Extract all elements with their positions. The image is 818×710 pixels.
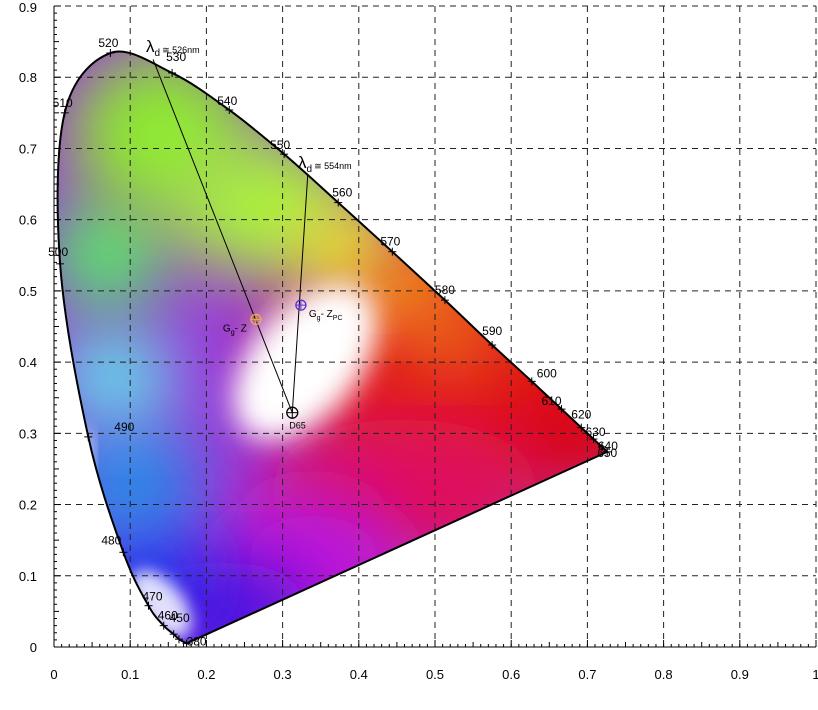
y-tick-label-0.6: 0.6 bbox=[19, 213, 37, 228]
y-tick-label-0.2: 0.2 bbox=[19, 498, 37, 513]
wavelength-label-530: 530 bbox=[166, 50, 186, 64]
y-tick-label-0.3: 0.3 bbox=[19, 426, 37, 441]
wavelength-label-560: 560 bbox=[332, 186, 352, 200]
white-edge-artifact-2 bbox=[77, 426, 92, 483]
wavelength-label-460: 460 bbox=[158, 609, 178, 623]
wavelength-label-510: 510 bbox=[53, 96, 73, 110]
wavelength-label-650: 650 bbox=[597, 446, 617, 460]
x-tick-label-0.2: 0.2 bbox=[197, 667, 215, 682]
wavelength-label-590: 590 bbox=[482, 324, 502, 338]
dominant-wavelength-line-0 bbox=[152, 59, 293, 413]
wavelength-label-540: 540 bbox=[217, 94, 237, 108]
wavelength-label-640: 640 bbox=[598, 439, 618, 453]
x-tick-label-0.8: 0.8 bbox=[655, 667, 673, 682]
dominant-wavelength-line-1 bbox=[291, 174, 309, 413]
x-tick-label-0.6: 0.6 bbox=[502, 667, 520, 682]
fill-blob-7 bbox=[57, 326, 176, 427]
wavelength-label-520: 520 bbox=[98, 36, 118, 50]
y-tick-label-0.7: 0.7 bbox=[19, 141, 37, 156]
x-tick-label-0: 0 bbox=[50, 667, 57, 682]
white-point-region bbox=[233, 283, 378, 441]
wavelength-label-550: 550 bbox=[270, 138, 290, 152]
x-tick-label-1: 1 bbox=[812, 667, 818, 682]
dominant-wavelength-label-1: λd ≅ 554nm bbox=[298, 153, 352, 175]
y-tick-label-0: 0 bbox=[30, 640, 37, 655]
y-tick-label-0.5: 0.5 bbox=[19, 284, 37, 299]
wavelength-label-600: 600 bbox=[537, 366, 557, 380]
y-tick-label-0.4: 0.4 bbox=[19, 355, 37, 370]
wavelength-label-490: 490 bbox=[114, 420, 134, 434]
axes: 0 0.1 0.2 0.3 0.4 0.5 0.6 0.7 0.8 0.9 1 0 0.1 0.2 0.3 0… bbox=[19, 0, 818, 682]
wavelength-label-380: 380 bbox=[187, 634, 207, 648]
annotations: λd ≅ 526nm λd ≅ 554nm D65 Gg- Z Gg- ZPC bbox=[146, 37, 352, 431]
y-tick-label-0.1: 0.1 bbox=[19, 569, 37, 584]
label-gg-zpc: Gg- ZPC bbox=[309, 309, 343, 322]
label-d65: D65 bbox=[289, 421, 306, 431]
wavelength-label-580: 580 bbox=[435, 283, 455, 297]
wavelength-label-620: 620 bbox=[571, 408, 591, 422]
x-tick-label-0.4: 0.4 bbox=[350, 667, 368, 682]
wavelength-label-630: 630 bbox=[585, 425, 605, 439]
wavelength-label-610: 610 bbox=[541, 394, 561, 408]
wavelength-label-470: 470 bbox=[142, 590, 162, 604]
x-tick-label-0.5: 0.5 bbox=[426, 667, 444, 682]
fill-blob-8 bbox=[57, 198, 169, 313]
dominant-wavelength-label-0: λd ≅ 526nm bbox=[146, 37, 200, 59]
wavelength-label-500: 500 bbox=[48, 245, 68, 259]
wavelength-label-480: 480 bbox=[101, 533, 121, 547]
y-tick-label-0.9: 0.9 bbox=[19, 0, 37, 15]
x-tick-label-0.9: 0.9 bbox=[731, 667, 749, 682]
x-tick-label-0.3: 0.3 bbox=[274, 667, 292, 682]
label-gg-z: Gg- Z bbox=[223, 323, 247, 336]
x-tick-label-0.7: 0.7 bbox=[578, 667, 596, 682]
white-edge-artifact bbox=[129, 570, 192, 639]
wavelength-label-570: 570 bbox=[380, 235, 400, 249]
x-tick-label-0.1: 0.1 bbox=[121, 667, 139, 682]
wavelength-label-450: 450 bbox=[170, 611, 190, 625]
y-tick-label-0.8: 0.8 bbox=[19, 70, 37, 85]
